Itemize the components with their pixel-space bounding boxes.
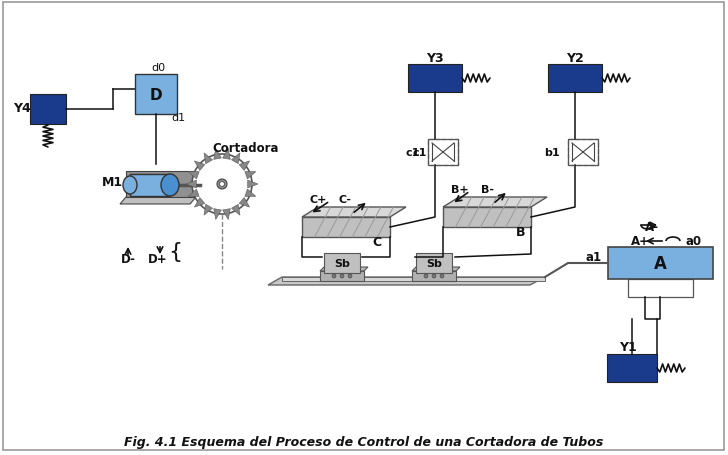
Bar [548,65,602,93]
Polygon shape [204,153,213,164]
Text: Y4: Y4 [13,101,31,114]
Text: A: A [654,254,666,273]
Polygon shape [120,197,196,205]
Text: Fig. 4.1 Esquema del Proceso de Control de una Cortadora de Tubos: Fig. 4.1 Esquema del Proceso de Control … [124,435,604,449]
Polygon shape [412,268,460,271]
Polygon shape [188,190,199,197]
Polygon shape [223,209,230,220]
Text: {: { [168,242,182,262]
Bar [608,248,713,279]
Text: d0: d0 [151,63,165,73]
Text: D: D [150,87,162,102]
Text: d1: d1 [171,113,185,123]
Text: C: C [373,236,381,249]
Polygon shape [443,207,531,228]
Circle shape [220,182,224,187]
Text: Y3: Y3 [426,51,444,64]
Text: D-: D- [121,253,135,266]
Circle shape [217,180,227,190]
Circle shape [432,274,436,278]
Ellipse shape [161,175,179,197]
Bar [324,253,360,273]
Circle shape [340,274,344,278]
Polygon shape [240,198,250,207]
Text: Y1: Y1 [619,341,637,354]
Circle shape [424,274,428,278]
Polygon shape [248,181,258,188]
Text: b1: b1 [545,148,560,157]
Polygon shape [245,190,256,197]
Polygon shape [302,207,406,217]
Bar [416,253,452,273]
Circle shape [192,155,252,214]
Text: Sb: Sb [334,258,350,268]
Text: C-: C- [339,195,352,205]
Polygon shape [282,278,545,281]
Bar [607,354,657,382]
Bar [428,140,458,166]
Text: c1: c1 [405,148,420,157]
Text: A+: A+ [631,235,650,248]
Text: B-: B- [480,185,494,195]
Polygon shape [320,271,364,281]
Bar [428,140,458,166]
Text: A-: A- [645,221,659,234]
Bar [568,140,598,166]
Text: Y2: Y2 [566,51,584,64]
Polygon shape [223,149,230,160]
Circle shape [348,274,352,278]
Polygon shape [443,197,547,207]
Polygon shape [412,271,456,281]
Polygon shape [126,172,196,197]
Text: c1: c1 [413,148,427,157]
Polygon shape [194,162,205,171]
Bar [568,140,598,166]
Ellipse shape [123,177,137,195]
Polygon shape [214,149,221,160]
Polygon shape [245,172,256,179]
Bar [130,175,170,197]
Polygon shape [302,217,390,238]
Text: B+: B+ [451,185,469,195]
Polygon shape [320,268,368,271]
Text: a0: a0 [685,235,701,248]
Polygon shape [232,205,240,216]
Bar [30,95,66,125]
Text: M1: M1 [101,175,122,188]
Text: C+: C+ [309,195,327,205]
Polygon shape [204,205,213,216]
Polygon shape [268,278,545,285]
Circle shape [440,274,444,278]
Bar [628,279,693,298]
Polygon shape [240,162,250,171]
Polygon shape [194,198,205,207]
Polygon shape [232,153,240,164]
Polygon shape [186,181,197,188]
Polygon shape [214,209,221,220]
Text: Cortadora: Cortadora [213,141,280,154]
Text: D+: D+ [149,253,168,266]
Text: B: B [516,226,526,239]
Text: a1: a1 [586,251,602,264]
Polygon shape [188,172,199,179]
Circle shape [332,274,336,278]
Text: Sb: Sb [426,258,442,268]
Bar [408,65,462,93]
Bar [135,75,177,115]
